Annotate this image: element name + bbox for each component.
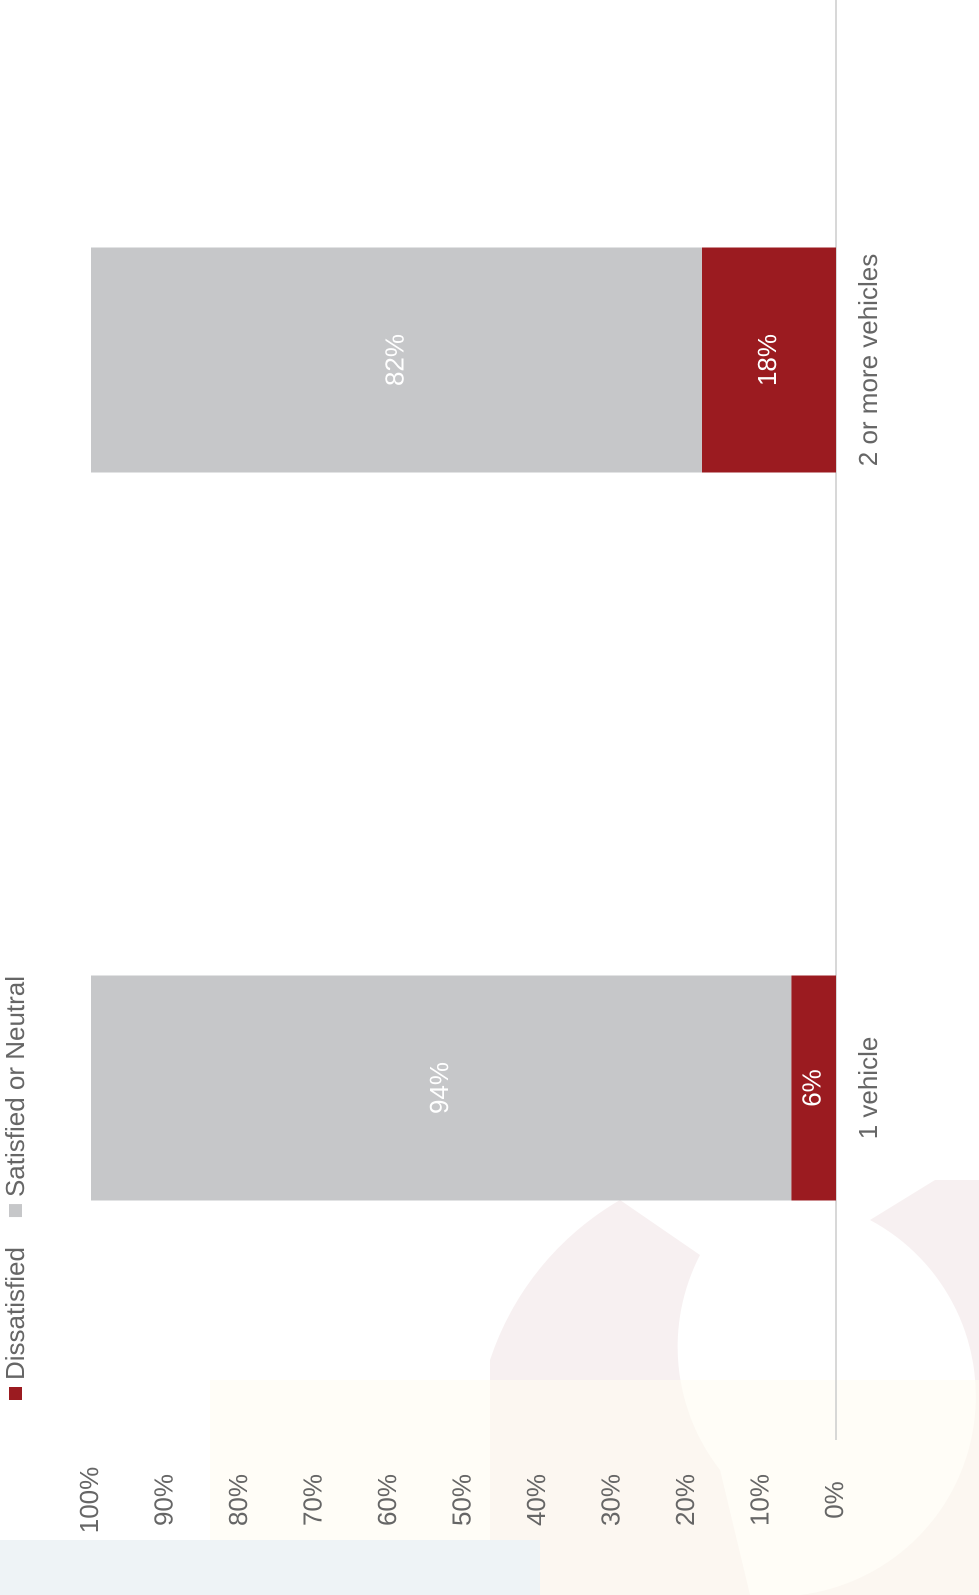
bar-segment xyxy=(701,247,837,473)
bar-segment xyxy=(91,975,792,1201)
x-tick-label: 1 vehicle xyxy=(853,1037,883,1140)
y-tick-label: 80% xyxy=(223,1474,253,1526)
legend-swatch xyxy=(9,1387,22,1400)
legend-label: Dissatisfied xyxy=(0,1247,30,1380)
bar-segment xyxy=(91,247,702,473)
bar-segment xyxy=(791,975,836,1201)
y-tick-label: 0% xyxy=(819,1481,849,1519)
value-label: 94% xyxy=(424,1062,454,1114)
y-tick-label: 90% xyxy=(148,1474,178,1526)
y-tick-label: 70% xyxy=(297,1474,327,1526)
legend-swatch xyxy=(9,1204,22,1218)
value-label: 82% xyxy=(379,334,409,386)
y-tick-label: 30% xyxy=(595,1474,625,1526)
y-tick-label: 10% xyxy=(744,1474,774,1526)
plot: 0% 10% 20% 30% 40% 50% 60% 70% 80% 90% 100% Dissati… xyxy=(0,0,883,1533)
x-tick-label: 2 or more vehicles xyxy=(853,254,883,466)
value-label: 6% xyxy=(797,1069,827,1107)
y-tick-label: 40% xyxy=(521,1474,551,1526)
value-label: 18% xyxy=(752,334,782,386)
y-tick-label: 100% xyxy=(74,1467,104,1534)
legend-label: Satisfied or Neutral xyxy=(0,976,30,1197)
y-tick-label: 20% xyxy=(670,1474,700,1526)
y-tick-label: 60% xyxy=(372,1474,402,1526)
y-tick-label: 50% xyxy=(446,1474,476,1526)
decoration xyxy=(0,1180,979,1595)
